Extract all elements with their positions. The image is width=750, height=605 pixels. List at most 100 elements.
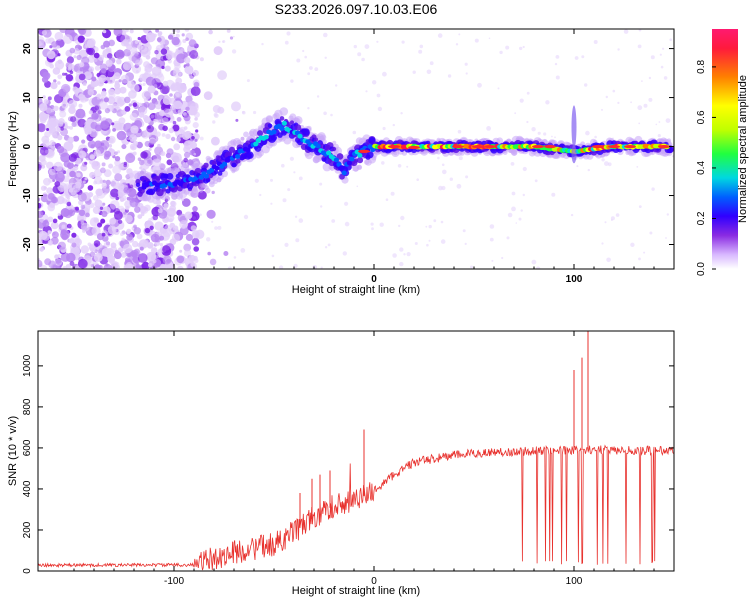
noise-blob <box>78 73 86 81</box>
colorbar-gradient <box>712 29 738 269</box>
noise-blob <box>207 251 211 256</box>
noise-blob <box>38 202 42 209</box>
noise-blob <box>145 76 155 86</box>
noise-speck <box>323 111 327 116</box>
noise-speck <box>526 91 530 95</box>
ridge-peak <box>624 145 636 149</box>
ridge-band <box>336 153 344 160</box>
noise-speck <box>412 70 416 74</box>
noise-blob <box>194 117 198 121</box>
noise-speck <box>330 113 333 117</box>
noise-speck <box>309 66 313 70</box>
noise-speck <box>365 90 368 93</box>
noise-blob <box>114 249 119 254</box>
noise-blob <box>138 112 145 118</box>
noise-blob <box>203 91 213 100</box>
noise-blob <box>154 221 164 231</box>
noise-blob <box>103 169 112 178</box>
noise-speck <box>584 83 588 87</box>
noise-speck <box>382 71 387 77</box>
noise-blob <box>80 245 90 254</box>
colorbar-label: Normalized spectral amplitude <box>737 75 749 223</box>
noise-blob <box>124 96 131 104</box>
noise-blob <box>170 115 175 120</box>
ridge-band <box>271 134 277 141</box>
noise-speck <box>246 79 250 83</box>
noise-blob <box>87 89 95 96</box>
noise-blob <box>50 221 59 230</box>
noise-speck <box>344 221 350 227</box>
noise-blob <box>59 29 67 34</box>
noise-blob <box>100 67 107 74</box>
noise-blob <box>114 156 121 162</box>
noise-speck <box>456 183 462 189</box>
ridge-band <box>135 178 141 185</box>
noise-speck <box>511 191 516 196</box>
noise-speck <box>295 238 300 243</box>
noise-blob <box>103 97 109 103</box>
noise-blob <box>54 31 64 41</box>
noise-blob <box>184 151 191 158</box>
ridge-halo <box>393 151 398 156</box>
noise-speck <box>497 87 500 90</box>
noise-blob <box>41 76 49 83</box>
ridge-peak <box>658 145 670 149</box>
noise-speck <box>665 118 671 123</box>
noise-blob <box>74 166 79 171</box>
noise-speck <box>320 205 323 208</box>
noise-blob <box>92 206 101 215</box>
noise-speck <box>636 166 639 168</box>
noise-blob <box>49 168 56 176</box>
noise-blob <box>76 172 81 178</box>
noise-blob <box>42 139 50 147</box>
spectrogram-marks <box>38 29 674 269</box>
ridge-band <box>135 182 141 187</box>
noise-speck <box>199 213 202 217</box>
noise-blob <box>88 66 95 73</box>
noise-speck <box>214 226 218 230</box>
noise-blob <box>47 230 52 235</box>
noise-speck <box>433 219 437 223</box>
noise-blob <box>184 130 192 139</box>
noise-blob <box>229 36 234 40</box>
noise-speck <box>637 105 643 111</box>
noise-blob <box>38 259 43 268</box>
noise-blob <box>116 150 121 154</box>
noise-blob <box>188 254 196 262</box>
noise-blob <box>175 92 180 97</box>
noise-blob <box>147 85 156 94</box>
noise-speck <box>218 40 221 43</box>
noise-speck <box>370 222 374 226</box>
noise-speck <box>617 48 620 51</box>
ridge-core <box>326 150 332 156</box>
noise-blob <box>176 255 185 264</box>
noise-speck <box>316 95 320 98</box>
noise-speck <box>376 93 381 98</box>
noise-blob <box>157 143 161 148</box>
noise-speck <box>465 72 468 75</box>
noise-speck <box>520 209 523 212</box>
noise-blob <box>142 240 150 248</box>
noise-blob <box>176 83 187 93</box>
noise-speck <box>662 47 665 50</box>
noise-blob <box>172 225 179 231</box>
noise-speck <box>581 55 585 59</box>
noise-speck <box>361 57 365 62</box>
noise-blob <box>134 206 141 213</box>
noise-speck <box>440 239 446 244</box>
noise-blob <box>47 239 53 246</box>
noise-speck <box>601 242 604 245</box>
noise-speck <box>486 125 491 131</box>
noise-blob <box>137 36 141 41</box>
noise-speck <box>515 222 518 224</box>
noise-blob <box>83 38 91 46</box>
noise-blob <box>166 159 173 166</box>
noise-speck <box>324 246 328 249</box>
noise-speck <box>458 33 461 36</box>
noise-blob <box>240 136 245 141</box>
noise-blob <box>171 36 180 46</box>
noise-blob <box>178 72 183 77</box>
noise-speck <box>392 253 397 258</box>
noise-blob <box>159 264 167 269</box>
noise-speck <box>441 163 445 167</box>
